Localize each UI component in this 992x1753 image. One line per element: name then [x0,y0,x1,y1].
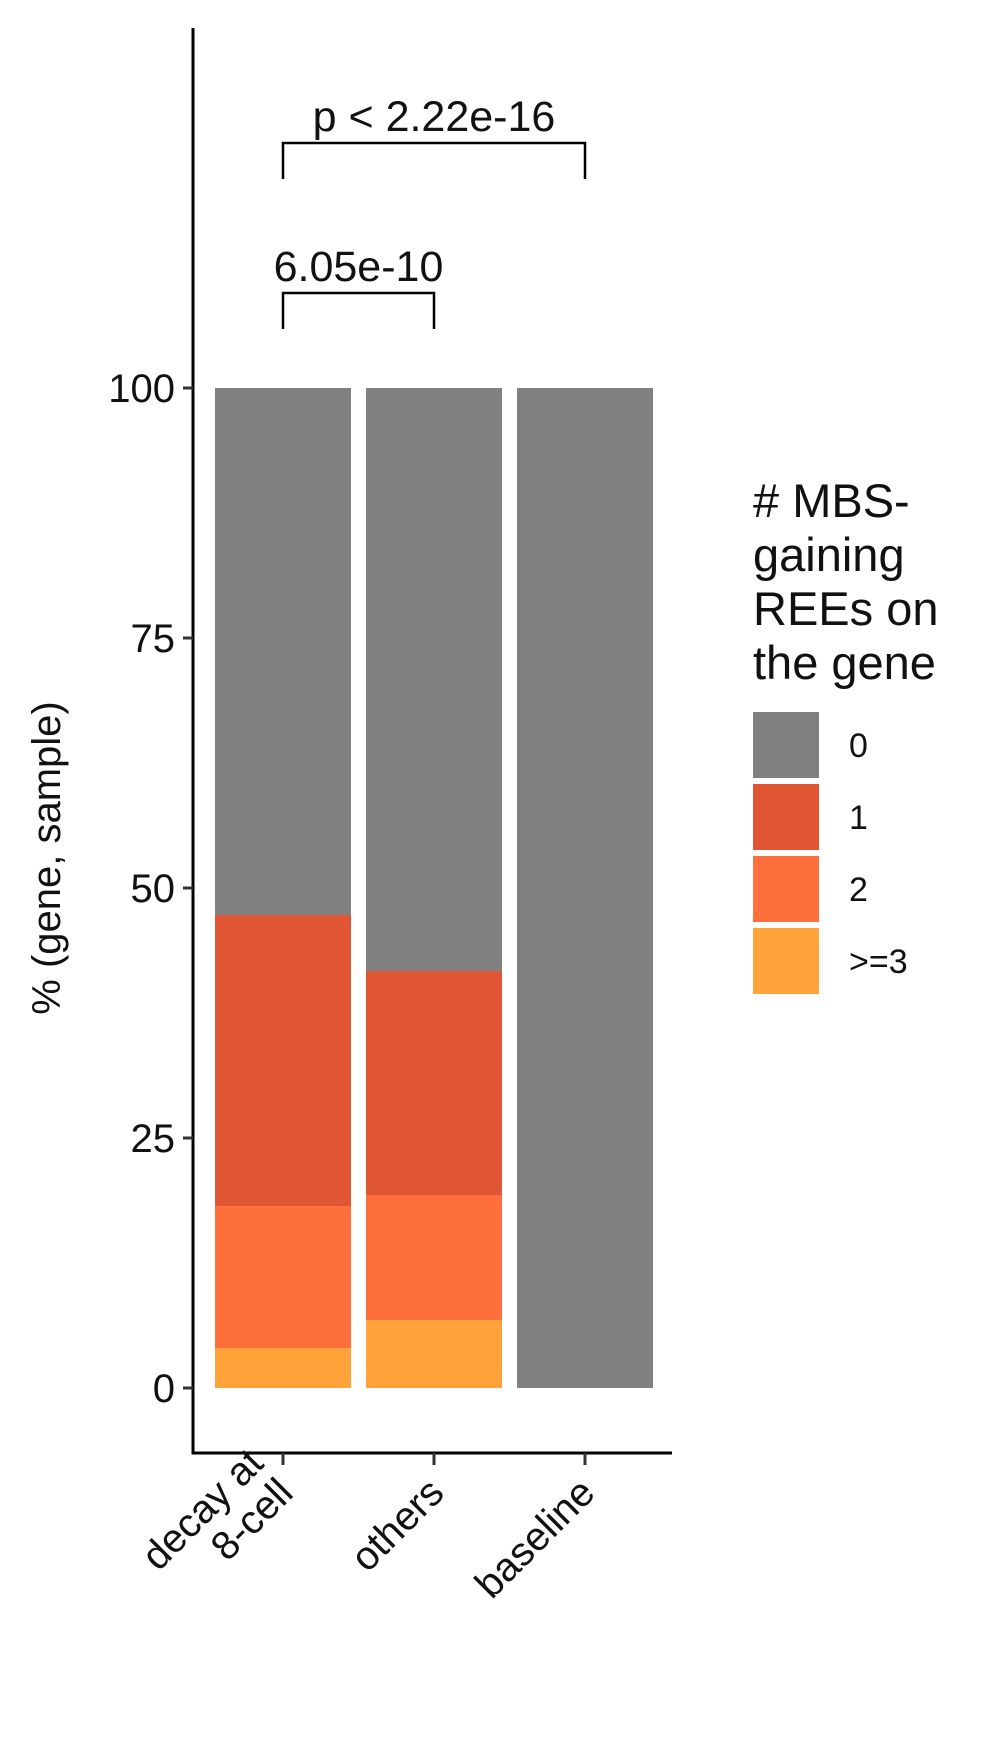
legend-label: 0 [849,727,868,765]
legend-swatch [753,712,819,778]
p-value-label: p < 2.22e-16 [313,93,556,141]
y-tick-label: 100 [108,367,175,411]
x-tick-label: baseline [467,1470,603,1606]
bar-segment [366,1195,502,1320]
bar-segment [215,388,351,915]
legend-swatch [753,856,819,922]
bar-segment [366,1320,502,1388]
y-tick-label: 0 [153,1367,175,1411]
y-axis-title: % (gene, sample) [25,701,69,1014]
y-tick-label: 75 [131,617,176,661]
y-ticks: 0 25 50 75 100 [108,367,193,1411]
legend-swatch [753,928,819,994]
bar-segment [215,1348,351,1388]
bar-segment [215,915,351,1206]
bar-segment [517,388,653,1388]
legend-label: >=3 [849,943,908,981]
x-tick-label: decay at8-cell [134,1441,302,1609]
bar-segment [215,1206,351,1348]
legend-label: 1 [849,799,868,837]
legend-title: # MBS-gaining REEs on the gene [753,474,938,689]
y-tick-label: 25 [131,1117,176,1161]
legend-swatch [753,784,819,850]
legend: # MBS-gaining REEs on the gene 0 1 2 >=3 [753,474,938,994]
significance-bracket [281,141,587,179]
bar-segment [366,388,502,971]
significance-annotations: p < 2.22e-16 6.05e-10 [274,93,587,329]
p-value-label: 6.05e-10 [274,243,444,291]
axes [191,28,672,1455]
significance-bracket [281,291,436,329]
x-tick-label: others [343,1470,453,1580]
x-ticks: decay at8-cell others baseline [134,1441,604,1609]
legend-label: 2 [849,871,868,909]
bars-layer [215,388,653,1388]
bar-segment [366,971,502,1195]
y-tick-label: 50 [131,867,176,911]
